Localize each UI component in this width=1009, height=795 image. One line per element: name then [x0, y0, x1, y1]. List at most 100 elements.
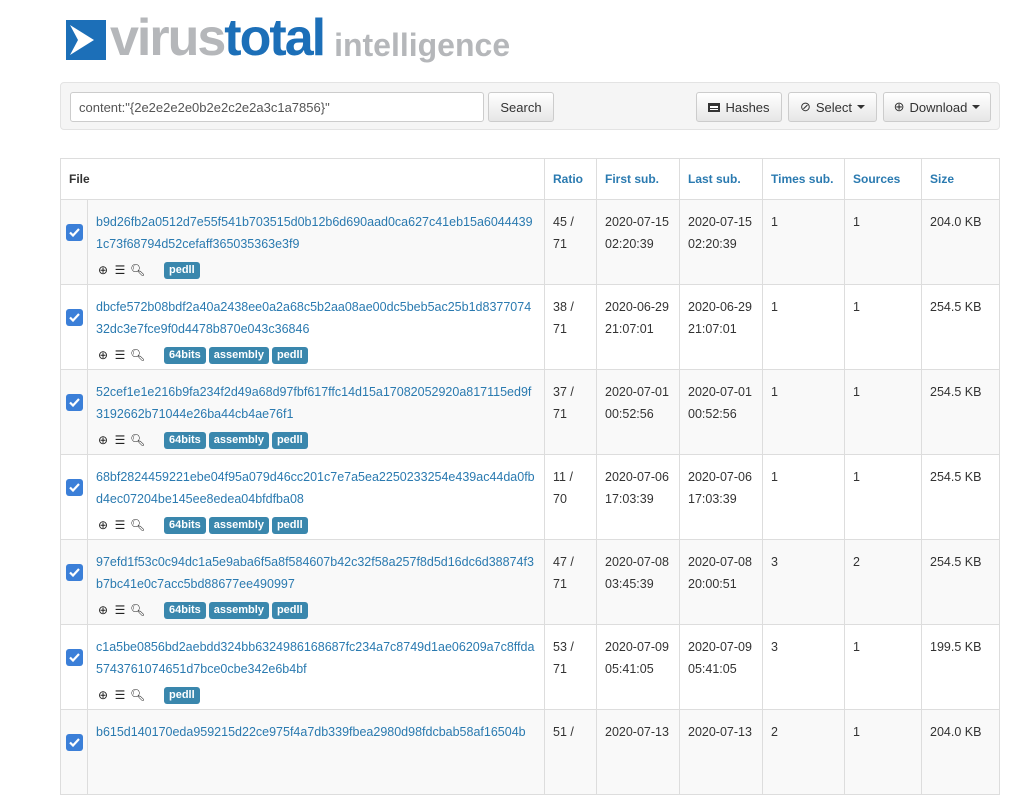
file-actions: ⊕ ☰ 🔍︎ 64bits assembly pedll — [96, 514, 536, 536]
download-icon[interactable]: ⊕ — [97, 518, 109, 532]
tag-64bits[interactable]: 64bits — [164, 516, 206, 534]
file-hash-link[interactable]: 68bf2824459221ebe04f95a079d46cc201c7e7a5… — [96, 470, 535, 506]
file-actions: ⊕ ☰ 🔍︎ 64bits assembly pedll — [96, 599, 536, 621]
sources: 1 — [844, 369, 922, 455]
table-row: 97efd1f53c0c94dc1a5e9aba6f5a8f584607b42c… — [60, 539, 1000, 625]
tag-pedll[interactable]: pedll — [164, 261, 200, 279]
ratio: 53 / 71 — [544, 624, 597, 710]
download-dropdown[interactable]: ⊕ Download — [883, 92, 991, 122]
ratio: 45 / 71 — [544, 199, 597, 285]
tag-pedll[interactable]: pedll — [271, 601, 308, 619]
check-icon — [69, 568, 80, 577]
row-checkbox[interactable] — [66, 309, 83, 326]
tag-pedll[interactable]: pedll — [271, 346, 308, 364]
list-icon[interactable]: ☰ — [114, 348, 126, 362]
list-icon[interactable]: ☰ — [114, 433, 126, 447]
virustotal-intelligence-logo[interactable]: virustotal intelligence — [66, 12, 510, 64]
times-sub: 1 — [762, 199, 845, 285]
header-file: File — [60, 158, 545, 200]
tag-64bits[interactable]: 64bits — [164, 346, 206, 364]
tag-pedll[interactable]: pedll — [271, 516, 308, 534]
first-sub: 2020-07-01 00:52:56 — [596, 369, 680, 455]
table-row: b9d26fb2a0512d7e55f541b703515d0b12b6d690… — [60, 199, 1000, 285]
file-hash-link[interactable]: c1a5be0856bd2aebdd324bb6324986168687fc23… — [96, 640, 535, 676]
table-row: dbcfe572b08bdf2a40a2438ee0a2a68c5b2aa08a… — [60, 284, 1000, 370]
table-row: b615d140170eda959215d22ce975f4a7db339fbe… — [60, 709, 1000, 795]
file-actions: ⊕ ☰ 🔍︎ 64bits assembly pedll — [96, 429, 536, 451]
tag-pedll[interactable]: pedll — [164, 686, 200, 704]
last-sub: 2020-07-09 05:41:05 — [679, 624, 763, 710]
hashes-button[interactable]: Hashes — [696, 92, 782, 122]
download-icon[interactable]: ⊕ — [97, 263, 109, 277]
list-icon[interactable]: ☰ — [114, 263, 126, 277]
search-button-label: Search — [500, 99, 542, 115]
select-dropdown[interactable]: ⊘ Select — [788, 92, 877, 122]
last-sub: 2020-06-29 21:07:01 — [679, 284, 763, 370]
header-size[interactable]: Size — [921, 158, 1000, 200]
times-sub: 2 — [762, 709, 845, 795]
row-checkbox[interactable] — [66, 224, 83, 241]
search-icon[interactable]: 🔍︎ — [130, 603, 146, 617]
list-icon[interactable]: ☰ — [114, 518, 126, 532]
file-hash-link[interactable]: dbcfe572b08bdf2a40a2438ee0a2a68c5b2aa08a… — [96, 300, 532, 336]
check-icon — [69, 228, 80, 237]
row-checkbox[interactable] — [66, 394, 83, 411]
search-icon[interactable]: 🔍︎ — [130, 433, 146, 447]
ratio: 38 / 71 — [544, 284, 597, 370]
tag-pedll[interactable]: pedll — [271, 431, 308, 449]
download-icon[interactable]: ⊕ — [97, 348, 109, 362]
last-sub: 2020-07-06 17:03:39 — [679, 454, 763, 540]
table-row: 52cef1e1e216b9fa234f2d49a68d97fbf617ffc1… — [60, 369, 1000, 455]
ratio: 37 / 71 — [544, 369, 597, 455]
sources: 1 — [844, 624, 922, 710]
header-last-sub[interactable]: Last sub. — [679, 158, 763, 200]
ratio: 51 / — [544, 709, 597, 795]
search-icon[interactable]: 🔍︎ — [130, 518, 146, 532]
row-checkbox[interactable] — [66, 564, 83, 581]
download-icon[interactable]: ⊕ — [97, 603, 109, 617]
download-icon[interactable]: ⊕ — [97, 688, 109, 702]
search-icon[interactable]: 🔍︎ — [130, 348, 146, 362]
file-actions: ⊕ ☰ 🔍︎ pedll — [96, 259, 536, 281]
ratio: 47 / 71 — [544, 539, 597, 625]
list-alt-icon — [708, 102, 721, 112]
search-input[interactable] — [70, 92, 484, 122]
search-icon[interactable]: 🔍︎ — [130, 688, 146, 702]
tag-assembly[interactable]: assembly — [208, 516, 269, 534]
file-hash-link[interactable]: 97efd1f53c0c94dc1a5e9aba6f5a8f584607b42c… — [96, 555, 534, 591]
search-button[interactable]: Search — [488, 92, 554, 122]
tag-64bits[interactable]: 64bits — [164, 431, 206, 449]
check-icon — [69, 738, 80, 747]
list-icon[interactable]: ☰ — [114, 603, 126, 617]
header-ratio[interactable]: Ratio — [544, 158, 597, 200]
file-hash-link[interactable]: b9d26fb2a0512d7e55f541b703515d0b12b6d690… — [96, 215, 533, 251]
header-first-sub[interactable]: First sub. — [596, 158, 680, 200]
tag-64bits[interactable]: 64bits — [164, 601, 206, 619]
first-sub: 2020-07-08 03:45:39 — [596, 539, 680, 625]
file-actions: ⊕ ☰ 🔍︎ 64bits assembly pedll — [96, 344, 536, 366]
row-checkbox[interactable] — [66, 479, 83, 496]
first-sub: 2020-07-15 02:20:39 — [596, 199, 680, 285]
first-sub: 2020-06-29 21:07:01 — [596, 284, 680, 370]
tag-assembly[interactable]: assembly — [208, 346, 269, 364]
tag-assembly[interactable]: assembly — [208, 601, 269, 619]
header-times-sub[interactable]: Times sub. — [762, 158, 845, 200]
tag-assembly[interactable]: assembly — [208, 431, 269, 449]
search-icon[interactable]: 🔍︎ — [130, 263, 146, 277]
download-icon: ⊕ — [893, 99, 905, 114]
caret-down-icon — [972, 105, 981, 109]
last-sub: 2020-07-15 02:20:39 — [679, 199, 763, 285]
logo-total: total — [224, 9, 326, 67]
times-sub: 1 — [762, 369, 845, 455]
sources: 1 — [844, 454, 922, 540]
file-hash-link[interactable]: b615d140170eda959215d22ce975f4a7db339fbe… — [96, 725, 526, 739]
list-icon[interactable]: ☰ — [114, 688, 126, 702]
row-checkbox[interactable] — [66, 649, 83, 666]
header-sources[interactable]: Sources — [844, 158, 922, 200]
times-sub: 1 — [762, 454, 845, 540]
sources: 1 — [844, 284, 922, 370]
download-icon[interactable]: ⊕ — [97, 433, 109, 447]
size: 254.5 KB — [921, 284, 1000, 370]
row-checkbox[interactable] — [66, 734, 83, 751]
file-hash-link[interactable]: 52cef1e1e216b9fa234f2d49a68d97fbf617ffc1… — [96, 385, 532, 421]
